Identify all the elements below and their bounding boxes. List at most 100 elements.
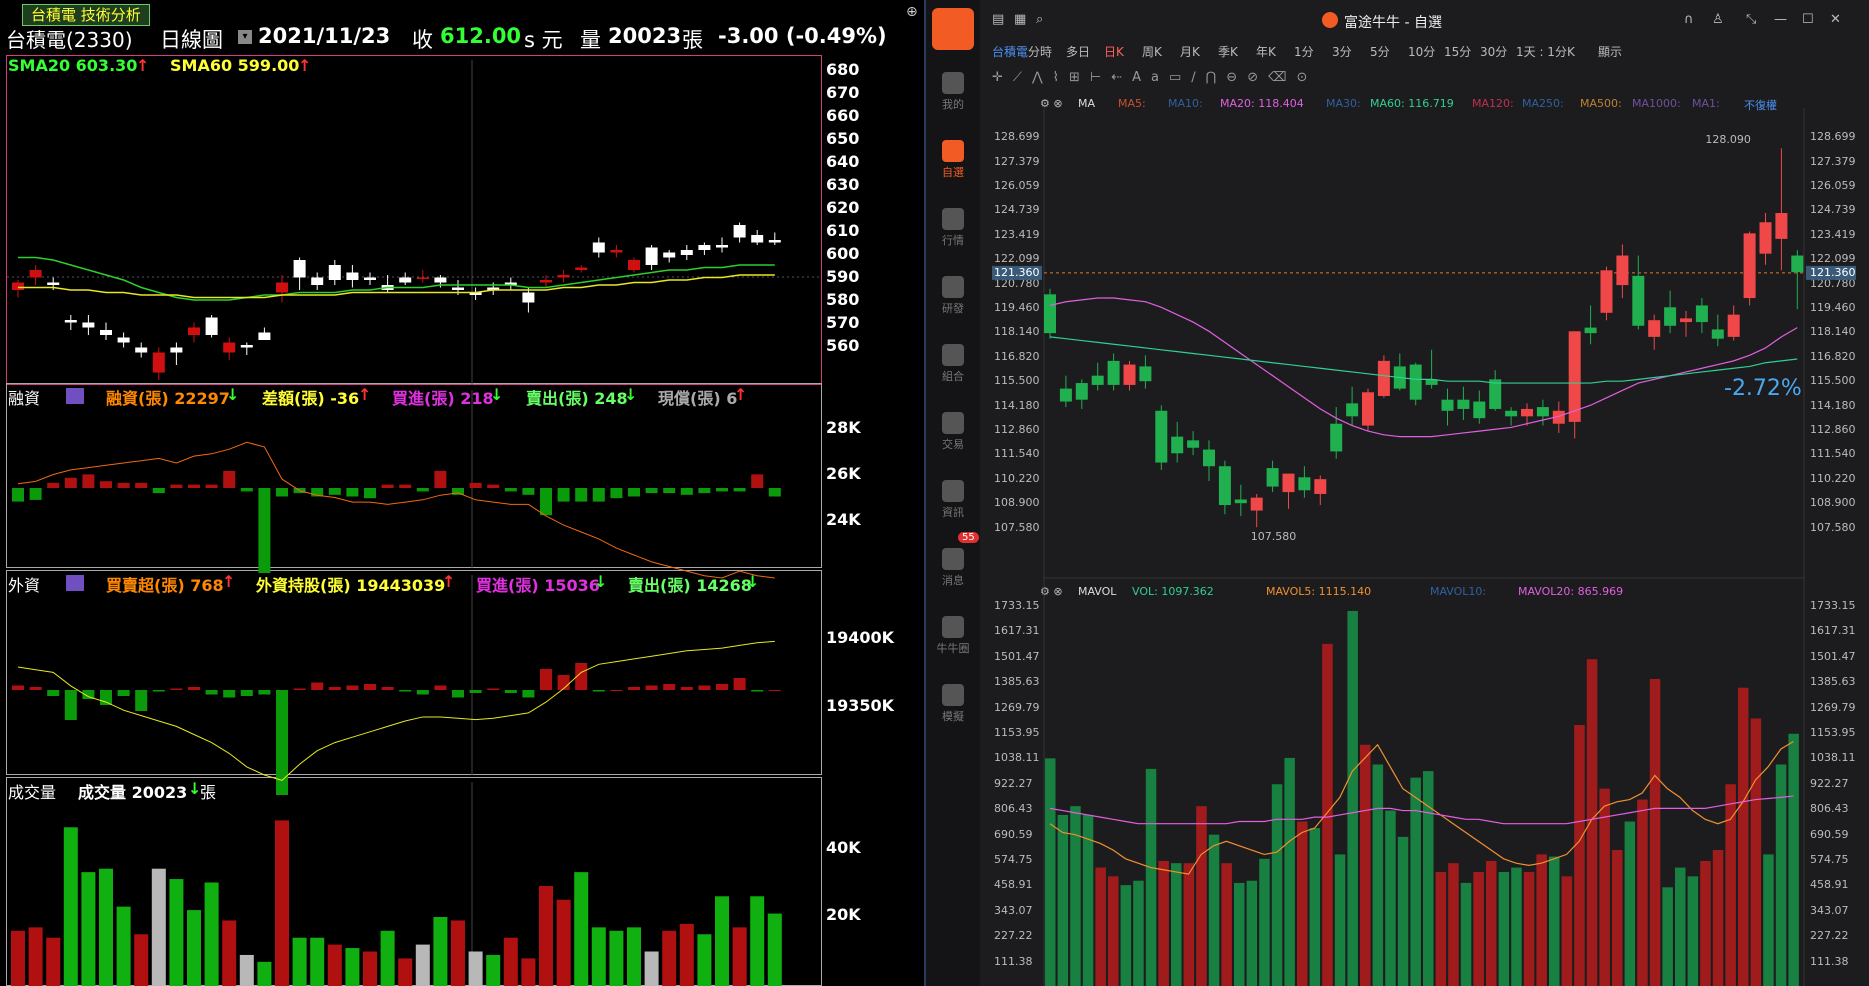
period-tab[interactable]: 1天 : 1分K <box>1516 45 1575 59</box>
sidebar-item[interactable]: 我的 <box>926 72 980 112</box>
period-tab[interactable]: 15分 <box>1444 45 1472 59</box>
volume-bar <box>662 930 677 986</box>
period-tab[interactable]: 顯示 <box>1598 45 1623 59</box>
vol-tick-left: 574.75 <box>994 852 1033 866</box>
volume-bar <box>169 879 184 986</box>
period-tab[interactable]: 多日 <box>1066 45 1091 59</box>
vol-settings-icon[interactable]: ⚙ ⊗ <box>1040 585 1063 598</box>
period-tab[interactable]: 分時 <box>1028 45 1053 59</box>
menu-icon[interactable]: ▤ <box>992 12 1005 27</box>
window-tab[interactable]: 台積電 技術分析 <box>22 4 150 26</box>
period-tab[interactable]: 台積電 <box>992 45 1029 59</box>
right-chart-canvas[interactable] <box>926 0 1869 986</box>
mavol-label[interactable]: MAVOL <box>1078 585 1117 598</box>
candle-body <box>416 277 429 279</box>
volume-label: 量 <box>580 28 601 52</box>
candle-body <box>64 320 77 323</box>
period-tab[interactable]: 30分 <box>1480 45 1508 59</box>
vol-tick-left: 1038.11 <box>994 751 1040 765</box>
margin-bar <box>47 482 60 488</box>
foreign-bar <box>152 690 165 692</box>
headset-icon[interactable]: ∩ <box>1684 12 1694 27</box>
volume-bar <box>134 934 149 986</box>
candle-body <box>768 240 781 243</box>
volume-bar <box>1196 806 1207 986</box>
app-logo[interactable] <box>932 8 974 50</box>
volume-tick-40k: 40K <box>826 838 861 857</box>
volume-bar <box>415 944 430 986</box>
period-tab[interactable]: 5分 <box>1370 45 1390 59</box>
grid-icon[interactable]: ▦ <box>1014 12 1027 27</box>
period-tab[interactable]: 周K <box>1142 45 1162 59</box>
price-tick-left: 124.739 <box>994 203 1040 217</box>
margin-bar <box>328 488 341 495</box>
margin-bar <box>117 482 130 488</box>
candle-body <box>1171 436 1184 454</box>
sidebar-icon <box>942 276 964 298</box>
volume-bar <box>187 910 201 986</box>
candle-body <box>1791 255 1804 273</box>
volume-bar <box>1108 876 1119 986</box>
sidebar-item[interactable]: 資訊 <box>926 480 980 520</box>
sidebar-icon <box>942 684 964 706</box>
shrink-icon[interactable]: ⤡ <box>1746 12 1757 27</box>
volume-bar <box>1549 856 1560 986</box>
period-tab[interactable]: 月K <box>1180 45 1200 59</box>
left-chart-canvas[interactable] <box>0 0 924 986</box>
mavol10-legend: MAVOL10: <box>1430 585 1487 598</box>
margin-bar <box>100 481 112 488</box>
candle-body <box>1473 401 1486 419</box>
volume-bar <box>767 913 782 986</box>
candle-body <box>610 250 623 253</box>
foreign-settings-icon[interactable] <box>66 575 84 591</box>
foreign-bar <box>188 687 200 690</box>
foreign-bar <box>663 684 676 690</box>
maximize-icon[interactable]: ☐ <box>1802 12 1814 27</box>
volume-bar <box>1687 876 1699 986</box>
sidebar-item[interactable]: 組合 <box>926 344 980 384</box>
shirt-icon[interactable]: ♙ <box>1712 12 1724 27</box>
period-tab[interactable]: 3分 <box>1332 45 1352 59</box>
dropdown-icon[interactable]: ▾ <box>238 30 252 44</box>
volume-bar <box>1221 863 1232 986</box>
price-tick: 620 <box>826 198 860 217</box>
volume-bar <box>451 920 465 986</box>
drawing-toolbar[interactable]: ✛⟋⋀⌇⊞⊢⇠Aa▭∕⋂⊖⊘⌫⊙ <box>992 70 1318 85</box>
period-tab[interactable]: 10分 <box>1408 45 1436 59</box>
ma-label[interactable]: MA <box>1078 97 1096 110</box>
volume-tick-20k: 20K <box>826 905 861 924</box>
price-tick-right: 126.059 <box>1810 179 1856 193</box>
volume-title: 成交量 <box>8 783 57 802</box>
close-icon[interactable]: ✕ <box>1830 12 1841 27</box>
volume-bar <box>1498 871 1510 986</box>
ma500-legend: MA500: <box>1580 97 1622 110</box>
sidebar-item[interactable]: 模擬 <box>926 684 980 724</box>
margin-bar <box>751 474 764 488</box>
margin-settings-icon[interactable] <box>66 388 84 404</box>
futu-window: 我的 自選 行情 研發 組合 交易 資訊 消息 牛牛圈 模擬 ▤ ▦ ⌕ 富途牛牛 - 自選 ∩ … <box>926 0 1869 986</box>
mavol20-line <box>1049 795 1794 825</box>
candle-body <box>716 245 728 248</box>
margin-bar <box>698 488 711 494</box>
adjust-toggle[interactable]: 不復權 <box>1744 99 1777 112</box>
minimize-icon[interactable]: — <box>1774 12 1787 27</box>
vol-tick-right: 690.59 <box>1810 827 1849 841</box>
sidebar-item[interactable]: 行情 <box>926 208 980 248</box>
period-tab[interactable]: 1分 <box>1294 45 1314 59</box>
candle-body <box>1075 383 1088 400</box>
vol-tick-right: 1617.31 <box>1810 624 1856 638</box>
sidebar-item[interactable]: 自選 <box>926 140 980 180</box>
sidebar-item[interactable]: 牛牛圈 <box>926 616 980 656</box>
zoom-icon[interactable]: ⊕ <box>906 4 918 20</box>
foreign-buy-down-icon: ↓ <box>594 572 608 591</box>
sidebar-item[interactable]: 交易 <box>926 412 980 452</box>
search-icon[interactable]: ⌕ <box>1036 12 1044 27</box>
sidebar-item[interactable]: 研發 <box>926 276 980 316</box>
period-tab[interactable]: 年K <box>1256 45 1276 59</box>
period-tab[interactable]: 日K <box>1104 45 1124 59</box>
volume-bar <box>1675 867 1686 986</box>
period-tab[interactable]: 季K <box>1218 45 1238 59</box>
date-label: 2021/11/23 <box>258 24 391 48</box>
sidebar-item[interactable]: 消息 <box>926 548 980 588</box>
ma-settings-icon[interactable]: ⚙ ⊗ <box>1040 97 1063 110</box>
